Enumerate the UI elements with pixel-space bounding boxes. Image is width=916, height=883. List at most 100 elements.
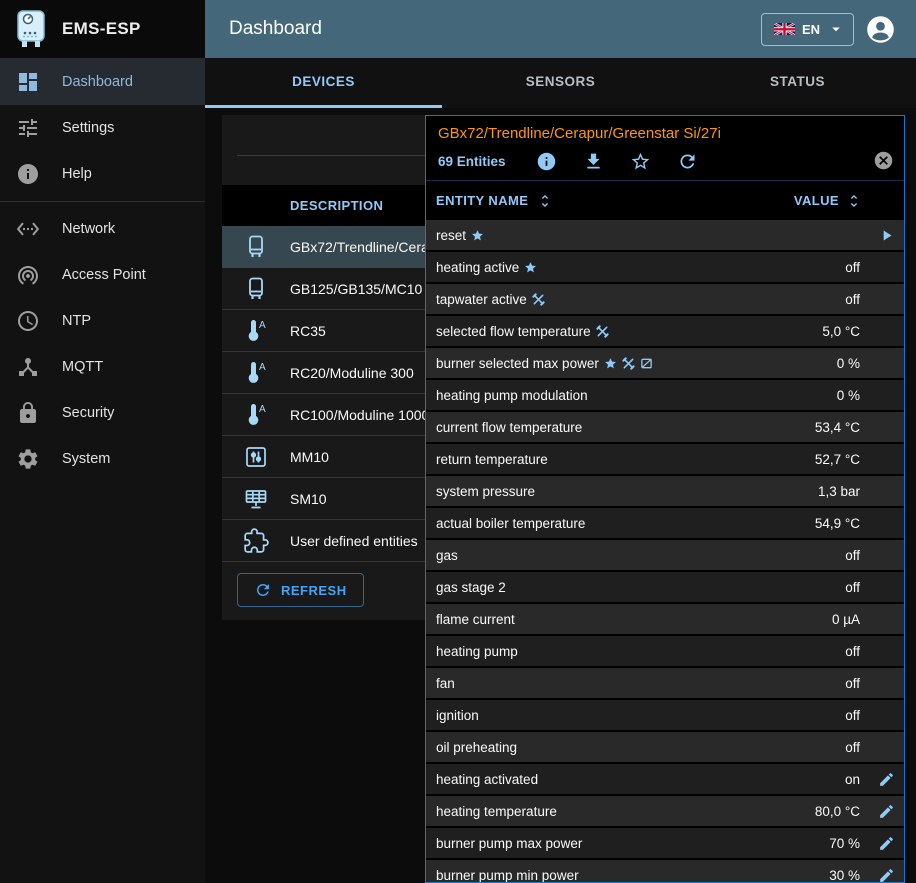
clock-icon	[16, 309, 40, 333]
entity-name: heating pump modulation	[436, 387, 588, 403]
thermostat-icon: A	[243, 318, 269, 344]
download-icon[interactable]	[583, 151, 604, 172]
entity-value: 0 %	[836, 387, 860, 403]
sidebar-item-access-point[interactable]: Access Point	[0, 252, 205, 298]
sidebar-item-label: Network	[62, 221, 116, 237]
entity-name: ignition	[436, 707, 479, 723]
edit-icon[interactable]	[878, 771, 895, 788]
entity-row: gas off	[426, 540, 904, 570]
entity-name: heating temperature	[436, 803, 557, 819]
entity-action-cell	[868, 835, 904, 852]
edit-icon[interactable]	[878, 835, 895, 852]
svg-text:A: A	[259, 320, 266, 331]
sidebar-item-security[interactable]: Security	[0, 390, 205, 436]
entity-value: off	[845, 547, 860, 563]
entity-value: off	[845, 643, 860, 659]
close-icon[interactable]	[873, 150, 894, 171]
device-icon-cell	[222, 276, 290, 302]
boiler-icon	[243, 234, 269, 260]
entity-name: gas	[436, 547, 458, 563]
entity-action-cell	[868, 867, 904, 883]
tab-sensors[interactable]: SENSORS	[525, 74, 596, 89]
sort-value[interactable]: VALUE	[794, 193, 862, 209]
entity-row: actual boiler temperature 54,9 °C	[426, 508, 904, 538]
entity-row: heating temperature 80,0 °C	[426, 796, 904, 826]
entity-name: actual boiler temperature	[436, 515, 586, 531]
device-icon-cell: A	[222, 402, 290, 428]
tab-devices[interactable]: DEVICES	[205, 58, 442, 108]
tab-status[interactable]: STATUS	[770, 74, 825, 89]
entity-value: 70 %	[829, 835, 860, 851]
boiler-logo-icon	[14, 9, 48, 49]
refresh-button[interactable]: REFRESH	[237, 573, 364, 607]
entity-name: heating activated	[436, 771, 539, 787]
entity-value: off	[845, 579, 860, 595]
uk-flag-icon	[773, 21, 796, 37]
thermostat-icon: A	[243, 402, 269, 428]
tune-icon	[16, 116, 40, 140]
device-icon-cell	[222, 234, 290, 260]
device-icon-cell: A	[222, 360, 290, 386]
entity-value: 5,0 °C	[822, 323, 860, 339]
sort-icon	[537, 193, 553, 209]
device-label: RC35	[290, 322, 326, 339]
refresh-entities-icon[interactable]	[677, 151, 698, 172]
sidebar-item-mqtt[interactable]: MQTT	[0, 344, 205, 390]
language-label: EN	[801, 21, 820, 37]
refresh-button-label: REFRESH	[281, 582, 347, 598]
device-label: GB125/GB135/MC10	[290, 280, 423, 297]
sort-entity-name[interactable]: ENTITY NAME	[436, 193, 794, 209]
entity-row: heating activated on	[426, 764, 904, 794]
puzzle-icon	[243, 527, 269, 554]
mixer-icon	[243, 444, 269, 470]
sidebar-item-label: Settings	[62, 120, 115, 136]
sidebar-item-label: Security	[62, 405, 115, 421]
edit-icon[interactable]	[878, 867, 895, 883]
device-icon-cell	[222, 527, 290, 554]
sidebar: EMS-ESP Dashboard Settings Help Network Acce…	[0, 0, 205, 883]
no-web-icon	[640, 357, 653, 370]
sidebar-item-settings[interactable]: Settings	[0, 105, 205, 151]
entity-name: gas stage 2	[436, 579, 506, 595]
language-selector[interactable]: EN	[760, 12, 854, 46]
star-icon[interactable]	[630, 151, 651, 172]
svg-text:A: A	[259, 362, 266, 373]
account-button[interactable]	[860, 9, 900, 49]
entity-row: return temperature 52,7 °C	[426, 444, 904, 474]
entity-row: gas stage 2 off	[426, 572, 904, 602]
entity-row: fan off	[426, 668, 904, 698]
app-logo-row: EMS-ESP	[0, 0, 205, 58]
entity-value: off	[845, 291, 860, 307]
entity-name: burner pump min power	[436, 867, 579, 883]
entity-value: 30 %	[829, 867, 860, 883]
sidebar-item-label: Help	[62, 166, 92, 182]
construction-icon	[622, 356, 635, 370]
sidebar-item-system[interactable]: System	[0, 436, 205, 482]
entity-value: 1,3 bar	[817, 483, 860, 499]
sidebar-item-label: System	[62, 451, 111, 467]
favorite-icon	[604, 357, 617, 370]
tab-bar: DEVICES SENSORS STATUS	[205, 58, 916, 108]
sidebar-item-dashboard[interactable]: Dashboard	[0, 58, 205, 105]
device-title: GBx72/Trendline/Cerapur/Greenstar Si/27i	[438, 125, 721, 142]
solar-icon	[243, 486, 269, 512]
entity-name: flame current	[436, 611, 515, 627]
gear-icon	[16, 447, 40, 471]
edit-icon[interactable]	[878, 803, 895, 820]
construction-icon	[532, 292, 545, 306]
sidebar-item-ntp[interactable]: NTP	[0, 298, 205, 344]
entity-value: on	[844, 771, 860, 787]
entity-panel: GBx72/Trendline/Cerapur/Greenstar Si/27i…	[425, 115, 905, 883]
sidebar-item-network[interactable]: Network	[0, 206, 205, 252]
entity-panel-header: GBx72/Trendline/Cerapur/Greenstar Si/27i…	[426, 116, 904, 180]
svg-text:A: A	[259, 404, 266, 415]
device-label: User defined entities	[290, 532, 418, 549]
entity-row: burner pump max power 70 %	[426, 828, 904, 858]
play-icon[interactable]	[878, 227, 895, 244]
entity-row: system pressure 1,3 bar	[426, 476, 904, 506]
entity-row: selected flow temperature 5,0 °C	[426, 316, 904, 346]
favorite-icon	[471, 229, 484, 242]
sidebar-item-help[interactable]: Help	[0, 151, 205, 197]
info-icon[interactable]	[536, 151, 557, 172]
sort-icon	[846, 193, 862, 209]
